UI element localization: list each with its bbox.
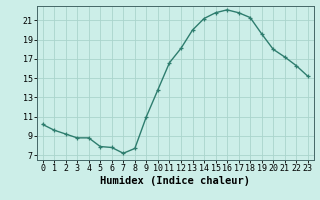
X-axis label: Humidex (Indice chaleur): Humidex (Indice chaleur) xyxy=(100,176,250,186)
